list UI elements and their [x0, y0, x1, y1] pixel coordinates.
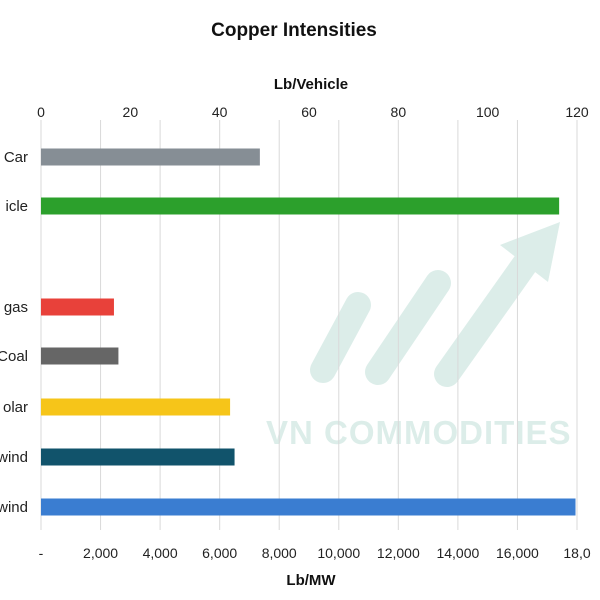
category-labels: Car icle gas Coal olar wind wind: [0, 149, 28, 516]
category-label: olar: [3, 399, 28, 416]
category-label: gas: [4, 299, 28, 316]
bottom-tick-label: 12,000: [377, 545, 420, 561]
bottom-tick-label: 14,000: [436, 545, 479, 561]
watermark-text: VN COMMODITIES: [266, 414, 572, 451]
top-tick-label: 40: [212, 104, 228, 120]
top-axis-label: Lb/Vehicle: [274, 76, 348, 93]
bottom-tick-label: 6,000: [202, 545, 237, 561]
top-tick-label: 80: [391, 104, 407, 120]
top-tick-label: 60: [301, 104, 317, 120]
power-bar: [41, 448, 235, 466]
category-label: wind: [0, 449, 28, 466]
gridlines: [40, 120, 578, 530]
category-label: icle: [5, 198, 28, 215]
vehicle-bar: [41, 197, 560, 215]
bottom-tick-label: 10,000: [317, 545, 360, 561]
power-bar: [41, 298, 114, 316]
bottom-tick-label: 8,000: [262, 545, 297, 561]
bottom-axis-label: Lb/MW: [286, 572, 336, 589]
bottom-tick-label: 16,000: [496, 545, 539, 561]
top-tick-label: 120: [565, 104, 589, 120]
power-bar: [41, 347, 119, 365]
power-bar: [41, 398, 231, 416]
category-label: Coal: [0, 348, 28, 365]
top-tick-label: 20: [123, 104, 139, 120]
bottom-tick-label: 4,000: [143, 545, 178, 561]
bars: [41, 148, 576, 516]
power-bar: [41, 498, 576, 516]
chart-title: Copper Intensities: [211, 20, 377, 41]
bottom-tick-label: -: [39, 545, 44, 561]
top-tick-label: 0: [37, 104, 45, 120]
top-axis-ticks: 0 20 40 60 80 100 120: [37, 104, 589, 120]
bottom-tick-label: 18,0: [563, 545, 590, 561]
top-tick-label: 100: [476, 104, 500, 120]
vehicle-bar: [41, 148, 260, 166]
category-label: Car: [4, 149, 28, 166]
category-label: wind: [0, 499, 28, 516]
bottom-tick-label: 2,000: [83, 545, 118, 561]
watermark-logo: VN COMMODITIES: [266, 222, 572, 451]
bottom-axis-ticks: - 2,000 4,000 6,000 8,000 10,000 12,000 14,000 1…: [39, 545, 591, 561]
